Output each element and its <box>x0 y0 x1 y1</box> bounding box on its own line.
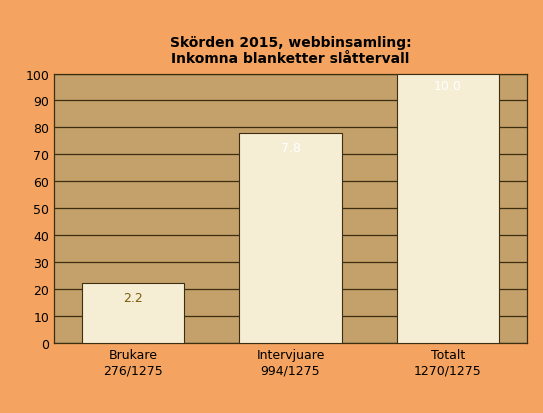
Text: 10.0: 10.0 <box>434 80 462 93</box>
Text: 7.8: 7.8 <box>281 141 300 154</box>
Bar <box>239 133 342 343</box>
Bar <box>397 74 499 343</box>
Title: Skörden 2015, webbinsamling:
Inkomna blanketter slåttervall: Skörden 2015, webbinsamling: Inkomna bla… <box>170 36 411 66</box>
Text: 2.2: 2.2 <box>123 292 143 305</box>
Bar <box>82 284 184 343</box>
